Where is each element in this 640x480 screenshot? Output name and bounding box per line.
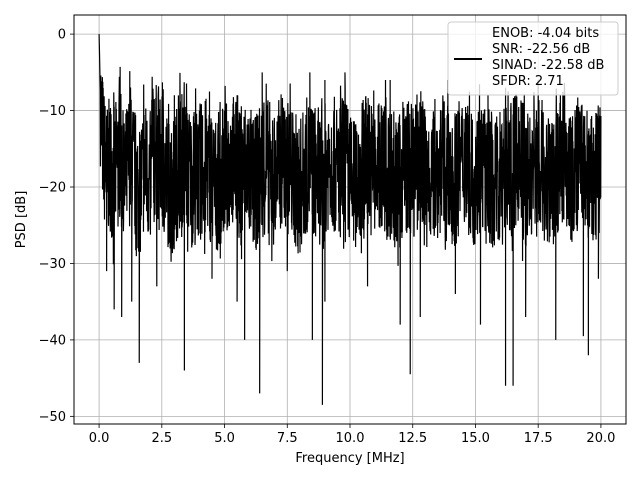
legend-box [447, 21, 619, 96]
y-tick-label: −30 [39, 257, 66, 272]
x-axis-label: Frequency [MHz] [295, 451, 404, 466]
legend-sfdr: SFDR: 2.71 [492, 74, 564, 89]
y-tick-label: −20 [39, 181, 66, 196]
psd-line [98, 34, 602, 405]
y-tick-label: 0 [58, 28, 66, 43]
x-tick-label: 2.5 [151, 431, 172, 446]
x-tick-label: 20.0 [586, 431, 615, 446]
legend-snr: SNR: -22.56 dB [492, 42, 590, 57]
x-tick-label: 7.5 [277, 431, 298, 446]
y-tick-label: −50 [39, 410, 66, 425]
legend-enob: ENOB: -4.04 bits [492, 26, 599, 41]
x-tick-label: 0.0 [89, 431, 110, 446]
y-tick-label: −10 [39, 104, 66, 119]
x-tick-label: 12.5 [398, 431, 427, 446]
legend: ENOB: -4.04 bits SNR: -22.56 dB SINAD: -… [447, 21, 619, 96]
x-tick-label: 17.5 [524, 431, 553, 446]
x-tick-label: 10.0 [336, 431, 365, 446]
y-axis-label: PSD [dB] [14, 191, 29, 249]
x-tick-label: 15.0 [461, 431, 490, 446]
x-tick-label: 5.0 [214, 431, 235, 446]
y-tick-label: −40 [39, 333, 66, 348]
x-axis-ticks: 0.0 2.5 5.0 7.5 10.0 12.5 15.0 17.5 20.0 [89, 424, 615, 446]
series-trace [98, 34, 602, 405]
legend-sinad: SINAD: -22.58 dB [492, 58, 604, 73]
y-axis-ticks: 0 −10 −20 −30 −40 −50 [39, 28, 74, 425]
